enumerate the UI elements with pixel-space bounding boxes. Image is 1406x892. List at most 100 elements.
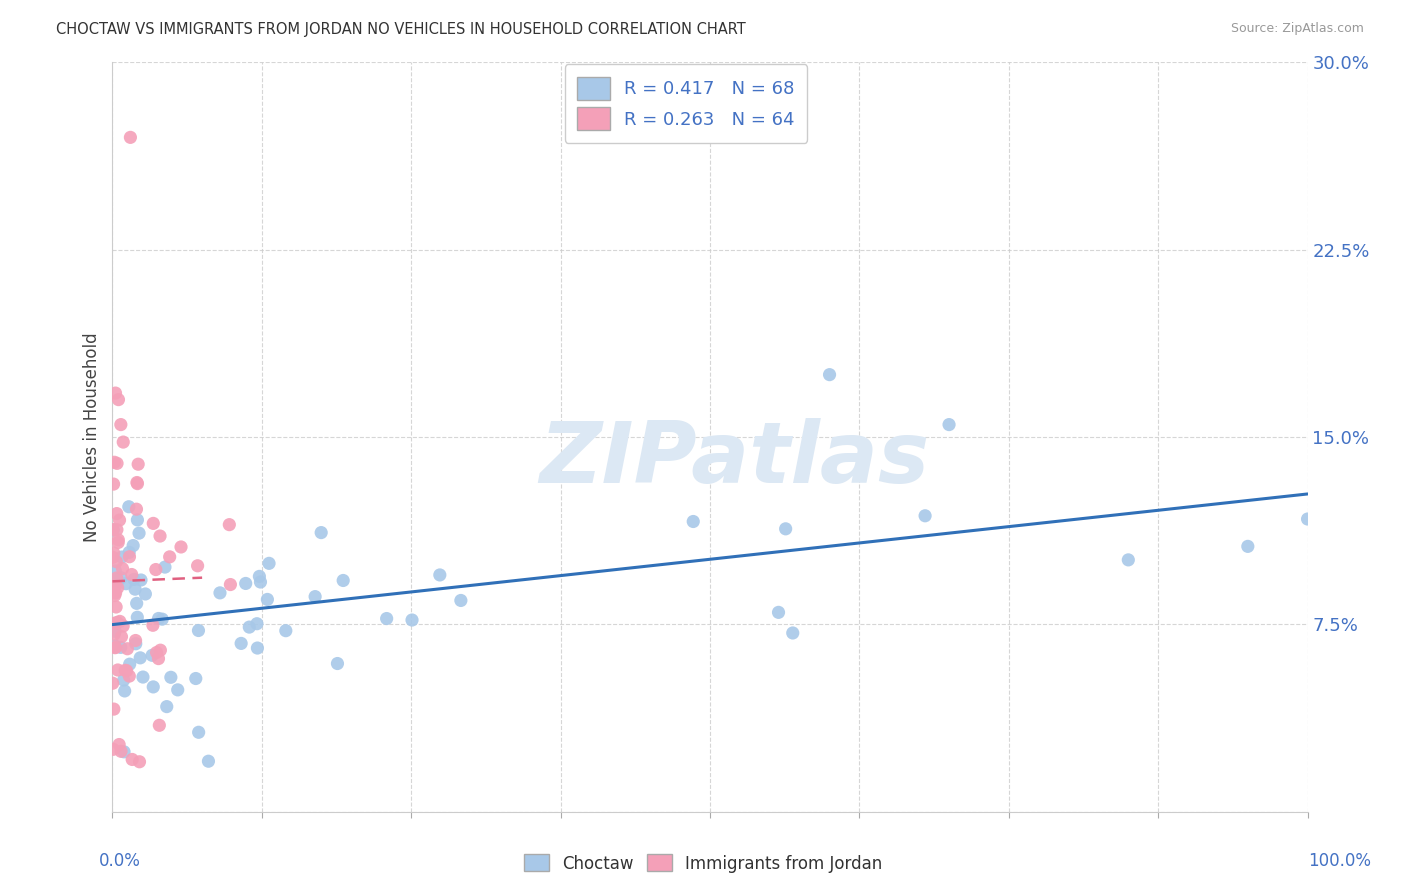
Point [103,477,125,491]
Point [197,754,219,768]
Point [187,725,209,739]
Point [782,626,804,640]
Point [1296,512,1319,526]
Point [105,599,128,614]
Point [231,636,253,650]
Point [124,582,146,597]
Point [218,517,240,532]
Point [304,590,326,604]
Point [148,611,170,625]
Point [110,640,132,655]
Point [166,682,188,697]
Point [332,574,354,588]
Point [429,568,451,582]
Point [121,752,143,766]
Point [101,523,124,537]
Point [238,620,260,634]
Point [111,549,134,564]
Point [153,560,176,574]
Point [104,386,127,401]
Point [256,592,278,607]
Point [401,613,423,627]
Point [184,672,207,686]
Point [129,650,152,665]
Point [112,745,135,759]
Point [247,569,270,583]
Point [148,651,170,665]
Point [103,616,125,631]
Point [117,641,139,656]
Point [118,545,141,559]
Point [118,657,141,672]
Point [142,680,165,694]
Point [127,610,149,624]
Point [145,646,167,660]
Point [105,456,128,470]
Point [124,633,146,648]
Point [115,664,138,678]
Point [105,615,128,630]
Point [127,476,149,491]
Point [107,663,129,677]
Point [148,718,170,732]
Point [375,611,398,625]
Point [145,563,167,577]
Point [108,738,131,752]
Point [122,573,145,587]
Point [105,555,128,569]
Point [125,502,148,516]
Point [768,606,790,620]
Text: Source: ZipAtlas.com: Source: ZipAtlas.com [1230,22,1364,36]
Y-axis label: No Vehicles in Household: No Vehicles in Household [83,332,101,542]
Point [103,455,125,469]
Point [818,368,841,382]
Point [326,657,349,671]
Point [110,744,132,758]
Point [309,525,332,540]
Point [208,586,231,600]
Point [187,558,209,573]
Point [104,640,127,655]
Legend: R = 0.417   N = 68, R = 0.263   N = 64: R = 0.417 N = 68, R = 0.263 N = 64 [565,64,807,143]
Point [107,574,129,588]
Point [235,576,257,591]
Point [107,392,129,407]
Text: 0.0%: 0.0% [98,852,141,870]
Point [142,618,165,632]
Point [110,630,132,644]
Point [128,755,150,769]
Point [132,670,155,684]
Text: 100.0%: 100.0% [1308,852,1371,870]
Point [103,546,125,560]
Point [107,535,129,549]
Point [107,581,129,595]
Legend: Choctaw, Immigrants from Jordan: Choctaw, Immigrants from Jordan [517,847,889,880]
Point [150,612,173,626]
Point [105,523,128,537]
Point [128,526,150,541]
Text: ZIPatlas: ZIPatlas [538,418,929,501]
Point [103,702,125,716]
Point [122,539,145,553]
Point [112,619,135,633]
Point [104,640,127,655]
Point [125,637,148,651]
Point [104,639,127,653]
Point [149,529,172,543]
Point [110,417,132,432]
Point [112,435,135,450]
Point [246,616,269,631]
Point [118,549,141,564]
Point [170,540,193,554]
Point [274,624,297,638]
Point [110,571,132,585]
Point [103,742,125,756]
Point [118,500,141,514]
Point [105,507,128,521]
Point [187,624,209,638]
Point [134,587,156,601]
Point [105,571,128,585]
Point [127,457,149,471]
Point [938,417,960,432]
Point [107,533,129,547]
